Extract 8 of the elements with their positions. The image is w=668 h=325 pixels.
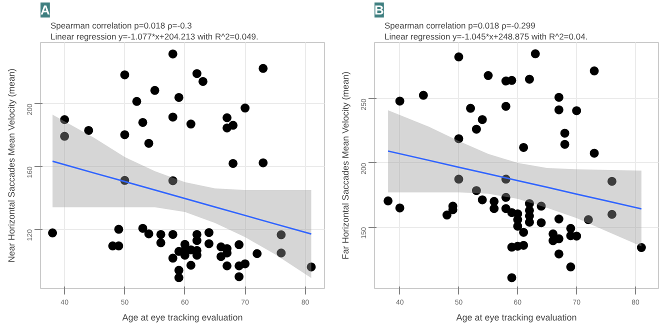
chart-subtitle: Spearman correlation p=0.018 ρ=-0.299 Linear regression y=-1.045*x+248.875 with R^2=0.04.	[384, 20, 588, 42]
x-axis-title: Age at eye tracking evaluation	[122, 312, 243, 322]
y-axis-title: Far Horizontal Saccades Mean Velocity (mean)	[340, 71, 350, 260]
chart-title: B	[374, 2, 384, 18]
x-axis-title: Age at eye tracking evaluation	[456, 312, 577, 322]
chart-title: A	[40, 2, 50, 18]
y-axis-title: Near Horizontal Saccades Mean Velocity (mean)	[6, 68, 16, 263]
chart-subtitle: Spearman correlation p=0.018 ρ=-0.3 Linear regression y=-1.077*x+204.213 with R^2=0.049.	[50, 20, 258, 42]
